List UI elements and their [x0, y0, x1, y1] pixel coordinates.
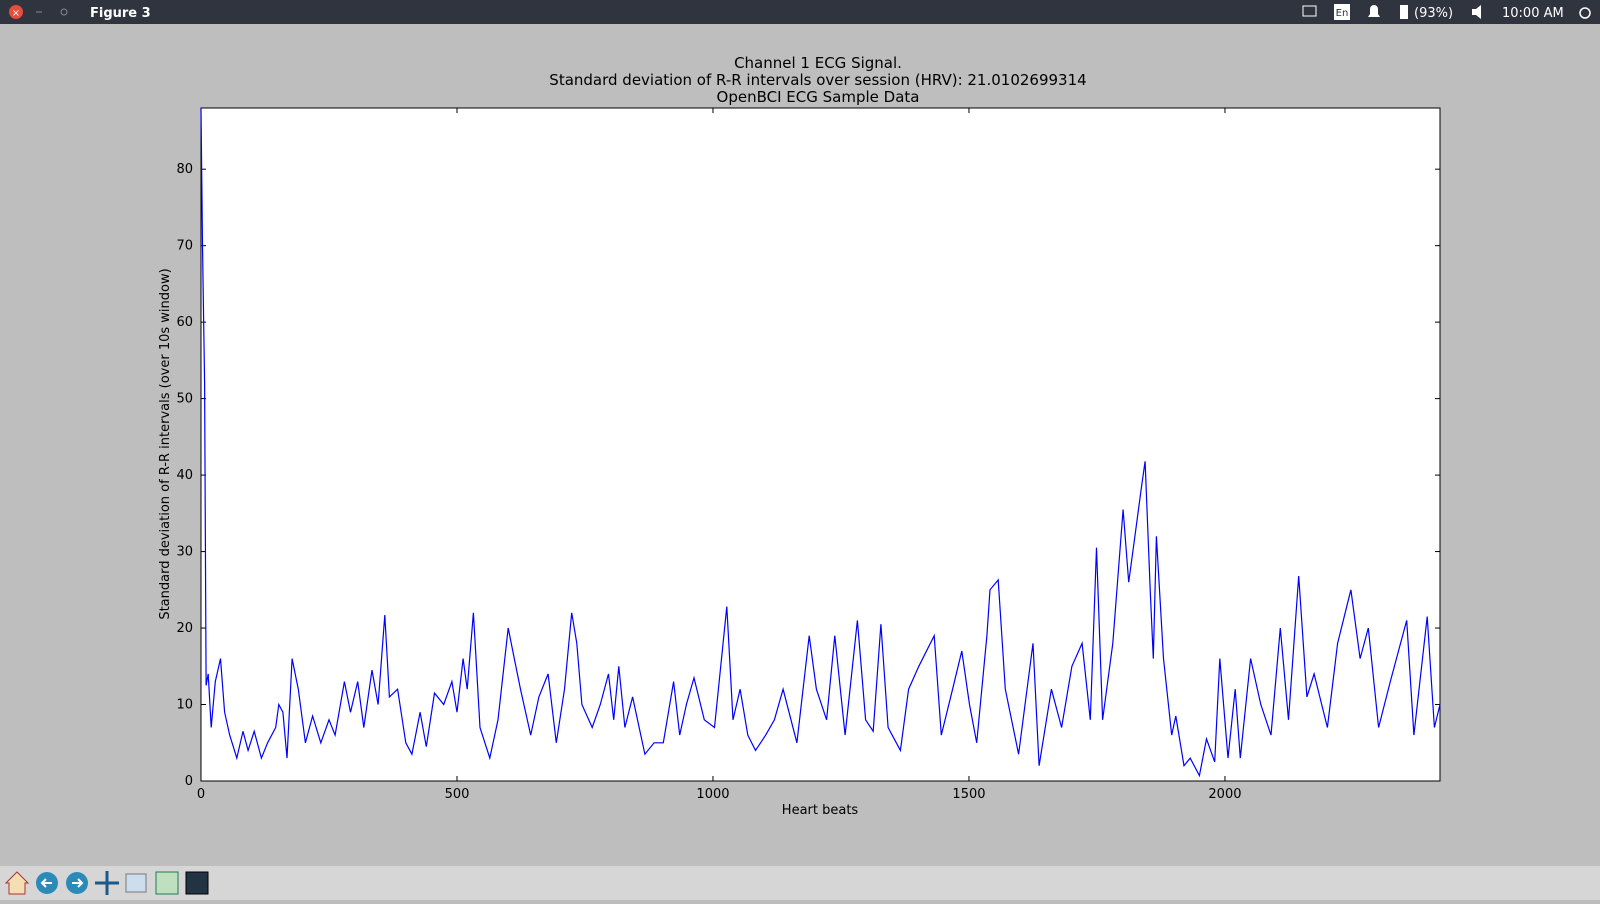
chart-subtitle: OpenBCI ECG Sample Data [717, 88, 920, 106]
subplots-button[interactable] [155, 871, 179, 895]
forward-arrow [72, 878, 84, 888]
display-icon[interactable] [1302, 5, 1317, 17]
x-tick-label: 1000 [696, 787, 729, 802]
window-title: Figure 3 [90, 6, 151, 21]
battery-icon[interactable] [1400, 5, 1408, 19]
toolbar-icons [4, 871, 209, 895]
close-button[interactable] [9, 5, 23, 19]
x-tick-label: 500 [445, 787, 470, 802]
save-button[interactable] [185, 871, 209, 895]
y-axis-label: Standard deviation of R-R intervals (ove… [158, 268, 173, 619]
zoom-button[interactable] [125, 873, 147, 893]
plot-area [200, 107, 1441, 782]
keyboard-box[interactable] [1334, 4, 1350, 20]
x-tick-label: 1500 [952, 787, 985, 802]
toolbar [0, 866, 1600, 900]
top-bar-icons: × Figure 3 En (93%) 10:00 AM [9, 4, 1591, 21]
y-tick-label: 30 [176, 545, 193, 560]
top-bar: × Figure 3 En (93%) 10:00 AM [0, 0, 1600, 24]
close-icon: × [12, 8, 20, 19]
x-tick-label: 0 [197, 787, 205, 802]
power-icon[interactable] [1579, 7, 1591, 19]
y-tick-label: 0 [185, 774, 193, 789]
battery-text: (93%) [1414, 6, 1453, 21]
chart-subtitle: Standard deviation of R-R intervals over… [549, 71, 1086, 89]
chart-title: Channel 1 ECG Signal. [734, 54, 902, 72]
volume-icon[interactable] [1472, 5, 1481, 19]
home-button[interactable] [4, 871, 30, 895]
y-tick-label: 70 [176, 239, 193, 254]
x-tick-label: 2000 [1208, 787, 1241, 802]
maximize-button[interactable] [60, 8, 68, 16]
pan-button[interactable] [95, 871, 119, 895]
notification-icon[interactable] [1368, 5, 1380, 17]
clock: 10:00 AM [1502, 6, 1564, 21]
line-series [200, 107, 1441, 778]
chart: Channel 1 ECG Signal. Standard deviation… [158, 54, 1441, 818]
y-tick-label: 20 [176, 621, 193, 636]
x-axis-label: Heart beats [782, 803, 859, 818]
y-tick-label: 40 [176, 468, 193, 483]
y-tick-label: 80 [176, 162, 193, 177]
y-tick-label: 10 [176, 698, 193, 713]
keyboard-label: En [1336, 8, 1349, 19]
y-tick-label: 60 [176, 315, 193, 330]
back-arrow [40, 878, 52, 888]
y-tick-label: 50 [176, 392, 193, 407]
